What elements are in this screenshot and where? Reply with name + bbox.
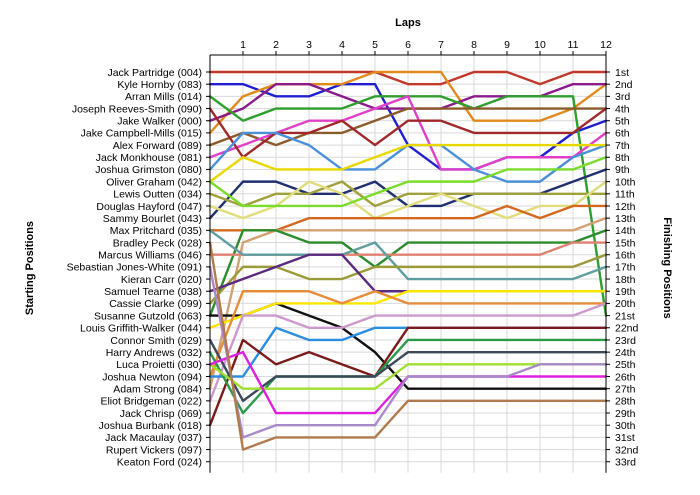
starting-driver-label: Susanne Gutzold (063) bbox=[94, 310, 202, 322]
starting-driver-label: Kieran Carr (020) bbox=[121, 274, 202, 286]
lap-number-label: 3 bbox=[306, 39, 312, 51]
finishing-position-label: 32nd bbox=[615, 444, 639, 456]
finishing-position-label: 1st bbox=[615, 67, 629, 79]
starting-driver-label: Louis Griffith-Walker (044) bbox=[80, 323, 202, 335]
starting-driver-label: Joseph Reeves-Smith (090) bbox=[72, 103, 202, 115]
driver-trace bbox=[208, 290, 608, 378]
right-axis-title: Finishing Positions bbox=[661, 217, 673, 318]
lap-number-label: 9 bbox=[504, 39, 510, 51]
driver-trace bbox=[208, 143, 608, 183]
lap-number-label: 12 bbox=[600, 39, 612, 51]
driver-trace bbox=[208, 290, 608, 329]
finishing-position-label: 20th bbox=[615, 298, 636, 310]
finishing-position-label: 33rd bbox=[615, 457, 636, 469]
driver-trace bbox=[208, 326, 608, 427]
starting-driver-label: Lewis Outten (034) bbox=[113, 189, 202, 201]
starting-driver-label: Joshua Grimston (080) bbox=[95, 164, 202, 176]
finishing-position-label: 7th bbox=[615, 140, 630, 152]
starting-driver-label: Jake Walker (000) bbox=[117, 116, 202, 128]
finishing-position-label: 31st bbox=[615, 432, 635, 444]
finishing-position-label: 10th bbox=[615, 176, 636, 188]
starting-driver-label: Kyle Hornby (083) bbox=[117, 79, 202, 91]
starting-driver-label: Adam Strong (084) bbox=[113, 383, 202, 395]
starting-driver-label: Jack Monkhouse (081) bbox=[96, 152, 202, 164]
finishing-position-label: 13th bbox=[615, 213, 636, 225]
label-layer: Laps Starting Positions Finishing Positi… bbox=[24, 17, 673, 469]
driver-trace bbox=[208, 229, 608, 281]
x-axis-title: Laps bbox=[395, 17, 421, 29]
starting-driver-label: Douglas Hayford (047) bbox=[96, 201, 202, 213]
finishing-position-label: 15th bbox=[615, 237, 636, 249]
starting-driver-label: Max Pritchard (035) bbox=[110, 225, 202, 237]
starting-driver-label: Sammy Bourlet (043) bbox=[103, 213, 202, 225]
starting-driver-label: Jake Campbell-Mills (015) bbox=[81, 128, 202, 140]
starting-driver-label: Oliver Graham (042) bbox=[106, 176, 202, 188]
driver-trace bbox=[208, 241, 608, 451]
finishing-position-label: 19th bbox=[615, 286, 636, 298]
finishing-position-label: 9th bbox=[615, 164, 630, 176]
starting-driver-label: Harry Andrews (032) bbox=[106, 347, 202, 359]
starting-driver-label: Joshua Burbank (018) bbox=[99, 420, 202, 432]
starting-driver-label: Alex Forward (089) bbox=[113, 140, 202, 152]
finishing-position-label: 18th bbox=[615, 274, 636, 286]
finishing-position-label: 30th bbox=[615, 420, 636, 432]
starting-driver-label: Jack Partridge (004) bbox=[107, 67, 202, 79]
starting-driver-label: Keaton Ford (024) bbox=[117, 457, 202, 469]
finishing-position-label: 28th bbox=[615, 396, 636, 408]
finishing-position-label: 27th bbox=[615, 383, 636, 395]
driver-trace bbox=[208, 229, 608, 317]
finishing-position-label: 5th bbox=[615, 116, 630, 128]
lap-number-label: 11 bbox=[568, 39, 579, 51]
starting-driver-label: Cassie Clarke (099) bbox=[109, 298, 202, 310]
driver-trace bbox=[208, 265, 608, 439]
finishing-position-label: 29th bbox=[615, 408, 636, 420]
starting-driver-label: Jack Chrisp (069) bbox=[120, 408, 202, 420]
finishing-position-label: 4th bbox=[615, 103, 630, 115]
driver-trace bbox=[208, 302, 608, 403]
finishing-position-label: 11th bbox=[615, 189, 635, 201]
lap-number-label: 8 bbox=[471, 39, 477, 51]
finishing-position-label: 22nd bbox=[615, 323, 639, 335]
lap-number-label: 6 bbox=[405, 39, 411, 51]
finishing-position-label: 6th bbox=[615, 128, 630, 140]
starting-driver-label: Marcus Williams (046) bbox=[98, 250, 202, 262]
starting-driver-label: Rupert Vickers (097) bbox=[106, 444, 202, 456]
finishing-position-label: 2nd bbox=[615, 79, 633, 91]
finishing-position-label: 12th bbox=[615, 201, 636, 213]
starting-driver-label: Sebastian Jones-White (091) bbox=[67, 262, 202, 274]
finishing-position-label: 17th bbox=[615, 262, 636, 274]
finishing-position-label: 21st bbox=[615, 310, 635, 322]
starting-driver-label: Eliot Bridgeman (022) bbox=[100, 396, 202, 408]
finishing-position-label: 23rd bbox=[615, 335, 636, 347]
starting-driver-label: Bradley Peck (028) bbox=[113, 237, 202, 249]
starting-driver-label: Jack Macaulay (037) bbox=[105, 432, 202, 444]
finishing-position-label: 25th bbox=[615, 359, 636, 371]
driver-trace bbox=[208, 156, 608, 208]
starting-driver-label: Joshua Newton (094) bbox=[102, 371, 202, 383]
lap-number-label: 4 bbox=[339, 39, 345, 51]
lap-number-label: 1 bbox=[240, 39, 246, 51]
finishing-position-label: 26th bbox=[615, 371, 636, 383]
finishing-position-label: 24th bbox=[615, 347, 636, 359]
trace-layer bbox=[208, 70, 608, 451]
driver-trace bbox=[208, 180, 608, 208]
starting-driver-label: Connor Smith (029) bbox=[110, 335, 202, 347]
axis-layer bbox=[206, 51, 610, 473]
finishing-position-label: 3rd bbox=[615, 91, 630, 103]
starting-driver-label: Samuel Tearne (038) bbox=[104, 286, 202, 298]
driver-trace bbox=[208, 338, 608, 403]
finishing-position-label: 16th bbox=[615, 250, 636, 262]
lap-number-label: 7 bbox=[438, 39, 444, 51]
driver-trace bbox=[208, 107, 608, 147]
finishing-position-label: 14th bbox=[615, 225, 636, 237]
driver-trace bbox=[208, 70, 608, 86]
lap-number-label: 2 bbox=[273, 39, 279, 51]
left-axis-title: Starting Positions bbox=[24, 221, 36, 315]
lap-number-label: 10 bbox=[534, 39, 546, 51]
starting-driver-label: Arran Mills (014) bbox=[125, 91, 202, 103]
starting-driver-label: Luca Proietti (030) bbox=[116, 359, 202, 371]
lap-number-label: 5 bbox=[372, 39, 378, 51]
finishing-position-label: 8th bbox=[615, 152, 630, 164]
